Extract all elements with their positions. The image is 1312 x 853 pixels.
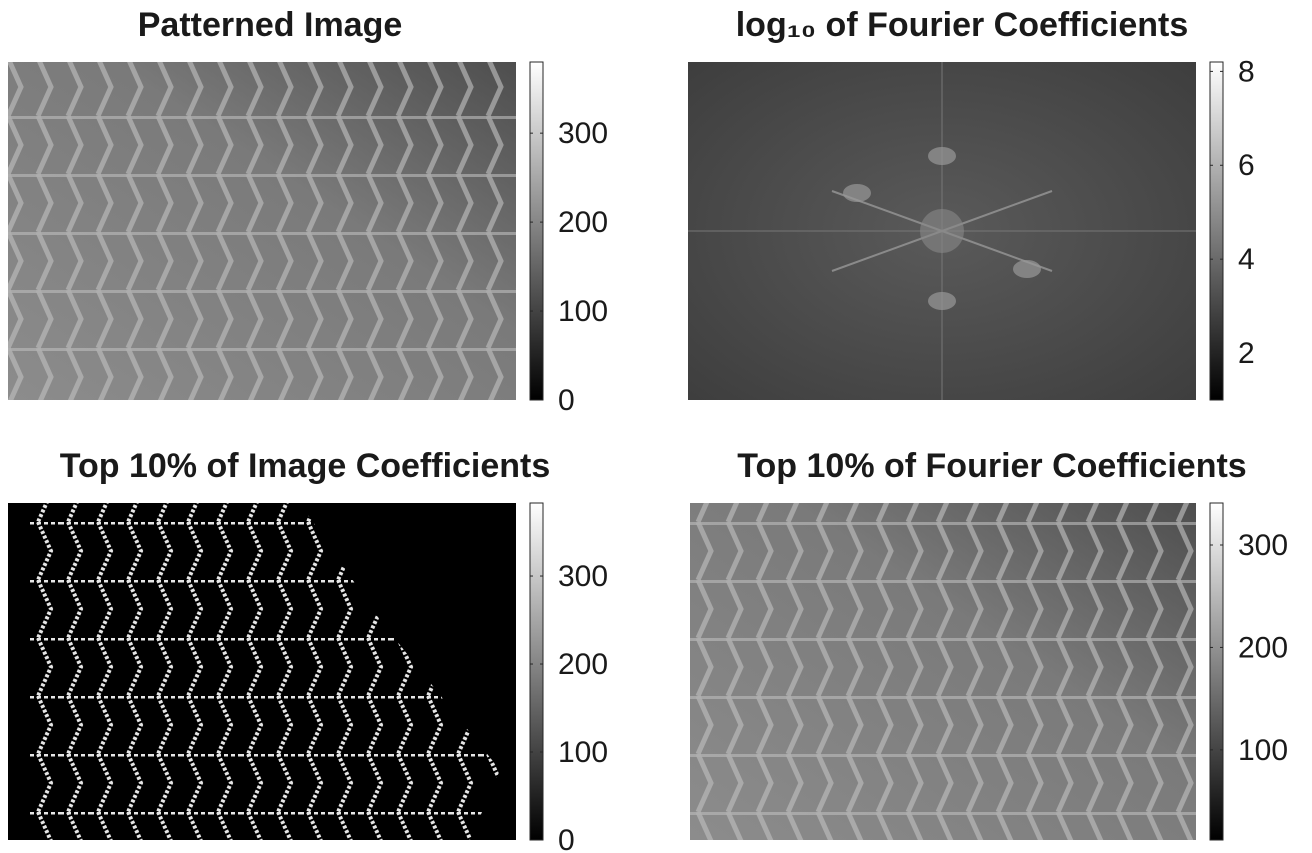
chart-title: log₁₀ of Fourier Coefficients xyxy=(736,6,1189,44)
image-pattern xyxy=(690,503,1196,840)
spectrum-peak xyxy=(843,184,871,202)
spectrum-peak xyxy=(928,292,956,310)
image xyxy=(688,62,1196,400)
spectrum-peak xyxy=(928,147,956,165)
chart-title: Top 10% of Image Coefficients xyxy=(60,447,551,485)
colorbar-tick-label: 100 xyxy=(1238,734,1288,767)
spectrum-peak xyxy=(1013,260,1041,278)
image-pattern xyxy=(8,62,516,400)
colorbar xyxy=(1210,62,1223,400)
colorbar-tick-label: 6 xyxy=(1238,149,1255,182)
spectrum-center xyxy=(920,209,964,253)
image xyxy=(8,62,516,400)
colorbar xyxy=(1210,503,1223,840)
colorbar-tick-label: 300 xyxy=(558,560,608,593)
colorbar-tick-label: 100 xyxy=(558,295,608,328)
colorbar xyxy=(530,503,543,840)
figure: Patterned Image 0 100 200 300 log₁₀ of Fourie… xyxy=(0,0,1312,853)
colorbar-tick-label: 300 xyxy=(558,117,608,150)
chart-title: Top 10% of Fourier Coefficients xyxy=(737,447,1246,485)
colorbar-tick-label: 2 xyxy=(1238,337,1255,370)
colorbar-tick-label: 4 xyxy=(1238,243,1255,276)
colorbar-tick-label: 8 xyxy=(1238,55,1255,88)
colorbar xyxy=(530,62,543,400)
colorbar-tick-label: 300 xyxy=(1238,529,1288,562)
colorbar-tick-label: 0 xyxy=(558,824,575,853)
colorbar-tick-label: 200 xyxy=(1238,631,1288,664)
colorbar-tick-label: 100 xyxy=(558,736,608,769)
colorbar-tick-label: 0 xyxy=(558,384,575,417)
image xyxy=(690,503,1196,840)
colorbar-tick-label: 200 xyxy=(558,648,608,681)
colorbar-tick-label: 200 xyxy=(558,206,608,239)
chart-title: Patterned Image xyxy=(138,6,403,44)
image xyxy=(8,503,516,840)
